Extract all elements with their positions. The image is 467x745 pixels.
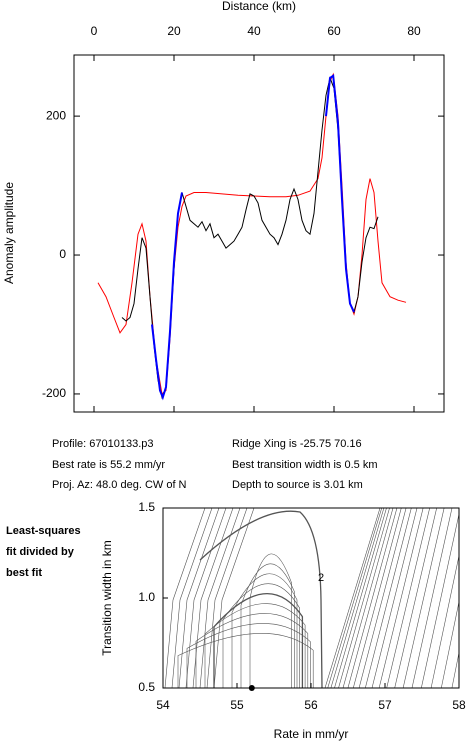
contour [463,508,467,688]
x-axis-title: Rate in mm/yr [274,727,349,741]
contour [430,554,459,688]
contour [185,508,227,688]
contour [324,508,381,688]
side-note: Least-squares [6,525,81,537]
contour [164,508,206,688]
x-tick-label: 58 [452,698,466,712]
contour [213,593,304,688]
plot-frame [73,54,445,413]
y-tick-label: 0 [59,247,66,261]
contour [231,573,298,688]
y-tick-label: -200 [42,386,66,400]
contour [402,508,445,688]
contour [451,651,459,688]
contour [411,508,453,688]
y-tick-label: 0.5 [138,680,155,694]
x-tick-label: 60 [327,24,341,38]
plot-frame [162,507,460,689]
contour [249,553,292,688]
contour [327,508,383,688]
contour [394,508,437,688]
contour [177,633,314,688]
contour [378,508,424,688]
info: Ridge Xing is -25.75 70.16 [232,438,362,450]
contour [206,508,248,688]
contour [338,508,390,688]
y-tick-label: 200 [46,108,66,122]
x-tick-label: 57 [378,698,392,712]
contour [386,508,430,688]
contour [186,623,311,688]
x-tick-label: 0 [91,24,98,38]
data-line [97,72,407,395]
contour [199,510,323,688]
info: Profile: 67010133.p3 [52,438,154,450]
side-note: fit divided by [6,546,75,558]
info: Depth to source is 3.01 km [232,479,363,491]
contour [365,508,412,688]
contour [195,613,309,688]
contour [222,583,300,688]
data-line [121,76,379,400]
y-tick-label: 1.5 [138,500,155,514]
contour [440,600,459,688]
contour [342,508,394,688]
contour [334,508,387,688]
contour [371,508,418,688]
contour [358,508,407,688]
contour [192,508,234,688]
contour [171,508,213,688]
contour [199,508,241,688]
contour [240,563,295,688]
y-tick-label: 1.0 [138,590,155,604]
contour [352,508,402,688]
contour [347,508,398,688]
x-tick-label: 40 [247,24,261,38]
y-axis-title: Anomaly amplitude [2,182,16,284]
x-tick-label: 20 [167,24,181,38]
data-line [151,74,355,401]
contour-label: 2 [318,572,324,584]
side-note: best fit [6,567,42,579]
x-tick-label: 55 [230,698,244,712]
x-tick-label: 80 [407,24,421,38]
x-tick-label: 56 [304,698,318,712]
contour [421,512,459,688]
contour [178,508,220,688]
info: Best transition width is 0.5 km [232,459,378,471]
best-fit-point [248,685,255,691]
info: Proj. Az: 48.0 deg. CW of N [52,479,187,491]
y-axis-title: Transition width in km [100,540,114,656]
contour [330,508,385,688]
contour-lines [164,508,467,688]
contour [213,508,255,688]
x-tick-label: 54 [156,698,170,712]
contour [204,603,306,688]
info: Best rate is 55.2 mm/yr [52,459,165,471]
x-axis-title: Distance (km) [222,0,296,13]
